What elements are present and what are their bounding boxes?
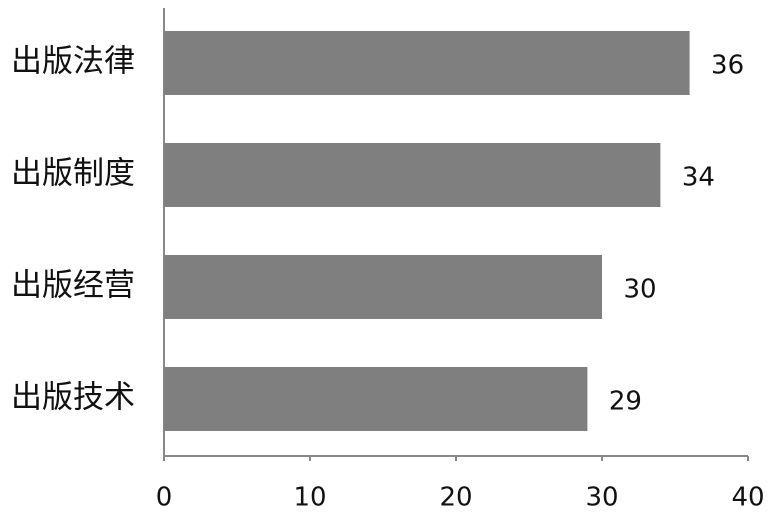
bar bbox=[164, 143, 661, 207]
bar bbox=[164, 255, 602, 319]
bar bbox=[164, 367, 588, 431]
y-tick-label: 出版经营 bbox=[11, 268, 135, 304]
x-tick-label: 30 bbox=[585, 483, 618, 513]
x-tick-label: 40 bbox=[731, 483, 764, 513]
value-label: 29 bbox=[609, 387, 642, 417]
value-label: 36 bbox=[711, 51, 744, 81]
x-tick-label: 20 bbox=[439, 483, 472, 513]
bar bbox=[164, 31, 690, 95]
x-tick-label: 0 bbox=[156, 483, 173, 513]
y-tick-label: 出版制度 bbox=[11, 156, 135, 192]
value-label: 34 bbox=[682, 163, 715, 193]
x-tick-label: 10 bbox=[293, 483, 326, 513]
y-tick-label: 出版法律 bbox=[11, 44, 135, 80]
y-tick-label: 出版技术 bbox=[11, 380, 135, 416]
value-label: 30 bbox=[623, 275, 656, 305]
